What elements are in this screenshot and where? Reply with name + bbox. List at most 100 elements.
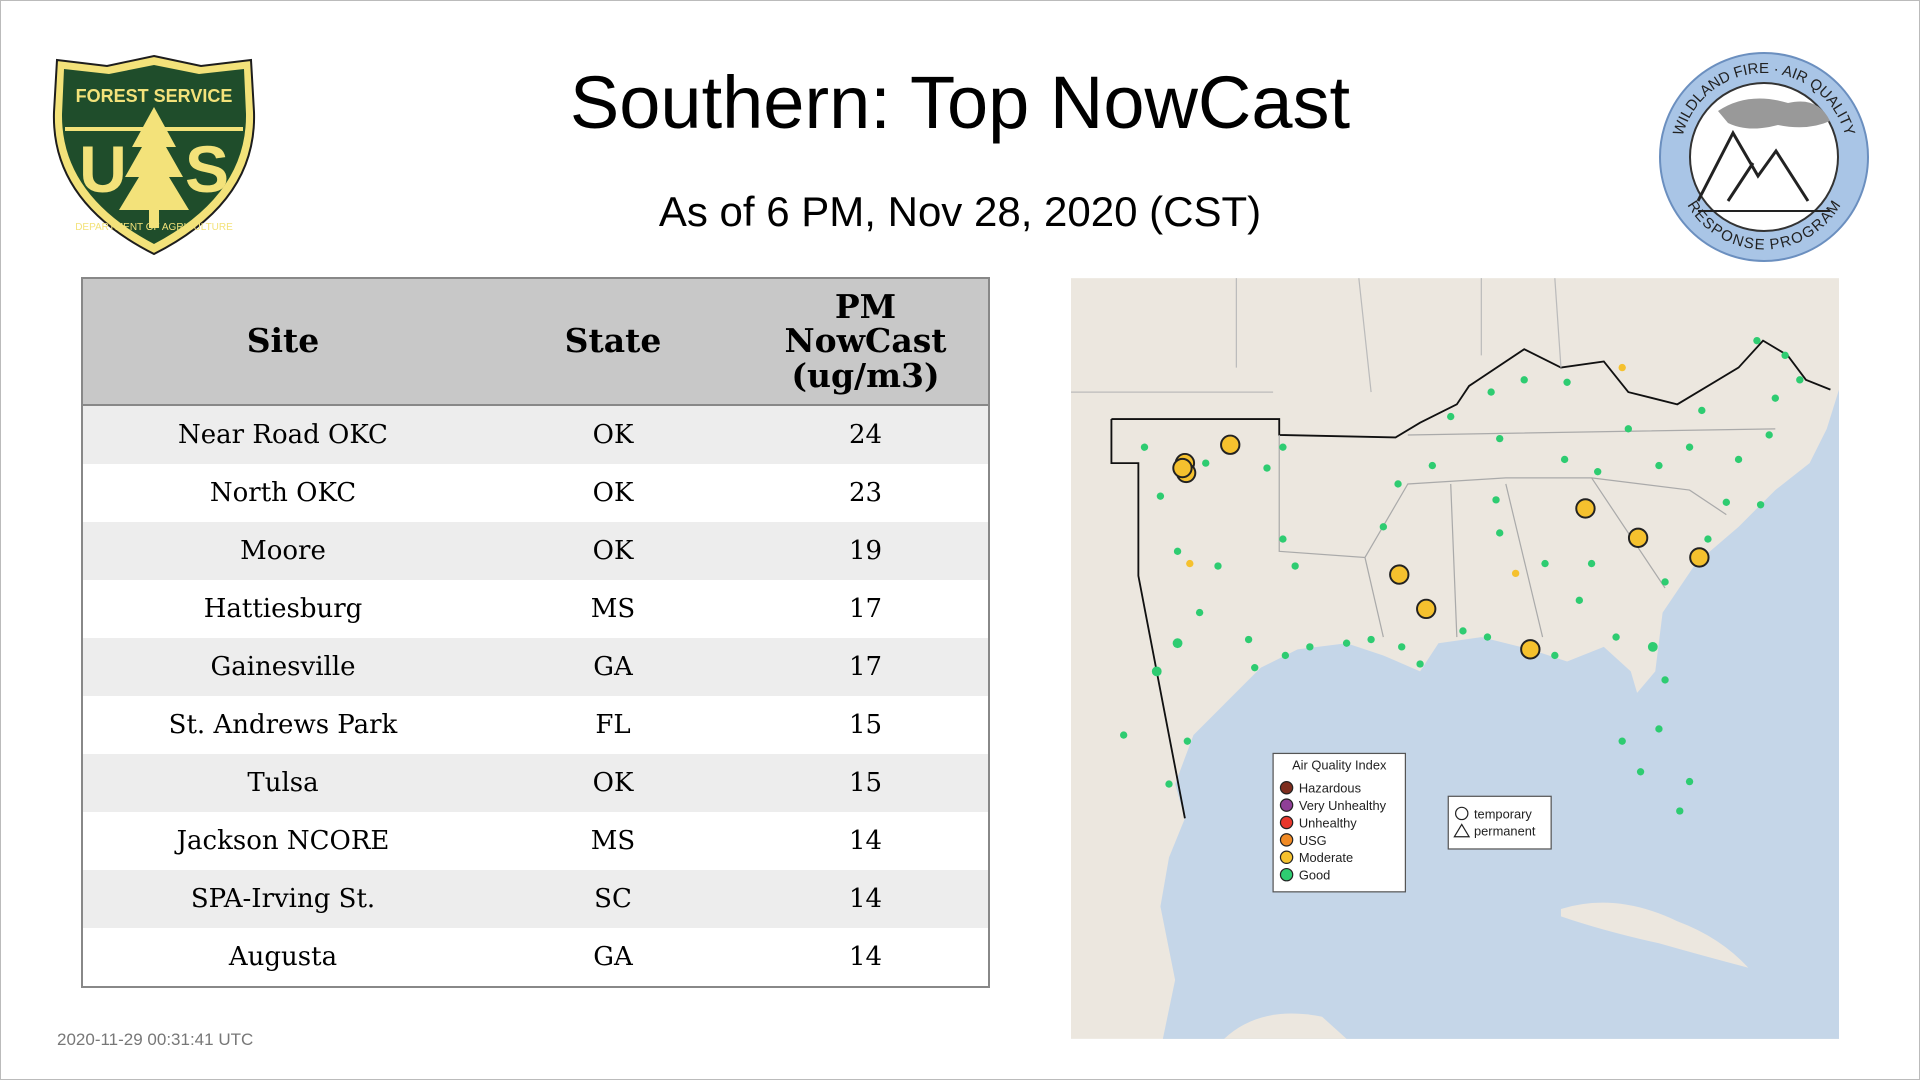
site	[1220, 434, 1241, 455]
site	[1520, 376, 1528, 384]
legend-label: Hazardous	[1299, 781, 1361, 796]
table-cell: GA	[483, 928, 743, 987]
column-header: Site	[82, 278, 483, 406]
site	[1459, 627, 1467, 635]
site	[1140, 443, 1149, 451]
table-row: SPA-Irving St. SC 14	[82, 870, 989, 928]
site	[1195, 608, 1204, 617]
shape-label: temporary	[1474, 806, 1532, 821]
mountains	[1696, 129, 1810, 202]
site	[1587, 559, 1596, 568]
site	[1186, 559, 1194, 568]
table-cell: 19	[743, 522, 989, 580]
site	[1291, 562, 1299, 570]
table-row: Augusta GA 14	[82, 928, 989, 987]
legend-swatch	[1279, 867, 1294, 882]
yucatan	[1224, 1013, 1347, 1039]
site	[1487, 388, 1495, 396]
table-row: St. Andrews Park FL 15	[82, 696, 989, 754]
top-sites	[1172, 434, 1710, 660]
moderate-sites	[1186, 363, 1626, 578]
site	[1655, 725, 1663, 733]
site	[1172, 638, 1183, 649]
site	[1753, 336, 1761, 345]
table-cell: Jackson NCORE	[82, 812, 483, 870]
site	[1689, 547, 1710, 568]
site	[1560, 455, 1569, 464]
logo-top-text: FOREST SERVICE	[76, 86, 233, 106]
site	[1676, 807, 1684, 815]
legend-label: USG	[1299, 833, 1327, 848]
shape-legend-box	[1447, 795, 1552, 850]
site	[1172, 457, 1193, 479]
map: Air Quality Index Hazardous Very Unhealth…	[1071, 278, 1839, 1039]
table-cell: Hattiesburg	[82, 580, 483, 638]
wfaqrp-logo: WILDLAND FIRE · AIR QUALITY RESPONSE PRO…	[1659, 52, 1869, 262]
site	[1156, 492, 1165, 500]
site	[1389, 564, 1410, 585]
site	[1624, 425, 1632, 433]
site	[1627, 527, 1649, 549]
legend-swatch	[1279, 850, 1294, 865]
timestamp: 2020-11-29 00:31:41 UTC	[57, 1030, 254, 1049]
title: Southern: Top NowCast	[569, 61, 1351, 144]
table-cell: 15	[743, 754, 989, 812]
site	[1771, 394, 1779, 402]
site	[1279, 535, 1287, 543]
site	[1781, 351, 1789, 360]
site	[1492, 496, 1500, 504]
table-cell: GA	[483, 638, 743, 696]
site	[1202, 459, 1210, 467]
table-cell: Near Road OKC	[82, 405, 483, 464]
table-cell: 17	[743, 638, 989, 696]
site	[1263, 464, 1271, 472]
legend-swatch	[1279, 815, 1294, 830]
site	[1244, 635, 1253, 644]
state-borders	[1071, 278, 1562, 393]
site	[1722, 498, 1730, 507]
site	[1698, 406, 1706, 415]
site	[1173, 547, 1182, 555]
legend-label: Moderate	[1299, 850, 1353, 865]
site	[1183, 737, 1192, 745]
table-cell: MS	[483, 812, 743, 870]
table-cell: MS	[483, 580, 743, 638]
table-cell: 24	[743, 405, 989, 464]
legend-title: Air Quality Index	[1292, 757, 1387, 772]
site	[1756, 501, 1765, 509]
table-row: Tulsa OK 15	[82, 754, 989, 812]
site	[1511, 569, 1520, 578]
site	[1661, 676, 1669, 684]
smoke	[1718, 98, 1830, 129]
legend-label: Very Unhealthy	[1299, 798, 1387, 813]
legend-box	[1272, 752, 1407, 893]
site	[1734, 455, 1743, 464]
table-cell: OK	[483, 522, 743, 580]
table-cell: OK	[483, 464, 743, 522]
table-row: Moore OK 19	[82, 522, 989, 580]
site	[1765, 431, 1773, 439]
legend-items: Hazardous Very Unhealthy Unhealthy USG Moder…	[1279, 781, 1387, 883]
site	[1398, 643, 1406, 651]
site	[1612, 633, 1620, 641]
legend-label: Unhealthy	[1299, 815, 1357, 830]
table-cell: 14	[743, 812, 989, 870]
table-cell: OK	[483, 405, 743, 464]
table-cell: 14	[743, 870, 989, 928]
triangle-symbol	[1453, 823, 1471, 838]
circle-symbol	[1455, 806, 1469, 821]
site	[1563, 378, 1571, 386]
table-cell: SPA-Irving St.	[82, 870, 483, 928]
site	[1214, 562, 1222, 570]
region-border	[1110, 419, 1186, 819]
site	[1618, 737, 1626, 745]
site	[1119, 731, 1128, 739]
table-cell: 23	[743, 464, 989, 522]
legend-swatch	[1279, 798, 1294, 812]
column-header-text: PM NowCast (ug/m3)	[784, 286, 947, 395]
column-header: State	[483, 278, 743, 406]
column-header: PM NowCast (ug/m3)	[743, 278, 989, 406]
site	[1594, 468, 1602, 476]
site	[1520, 639, 1541, 660]
table-cell: SC	[483, 870, 743, 928]
